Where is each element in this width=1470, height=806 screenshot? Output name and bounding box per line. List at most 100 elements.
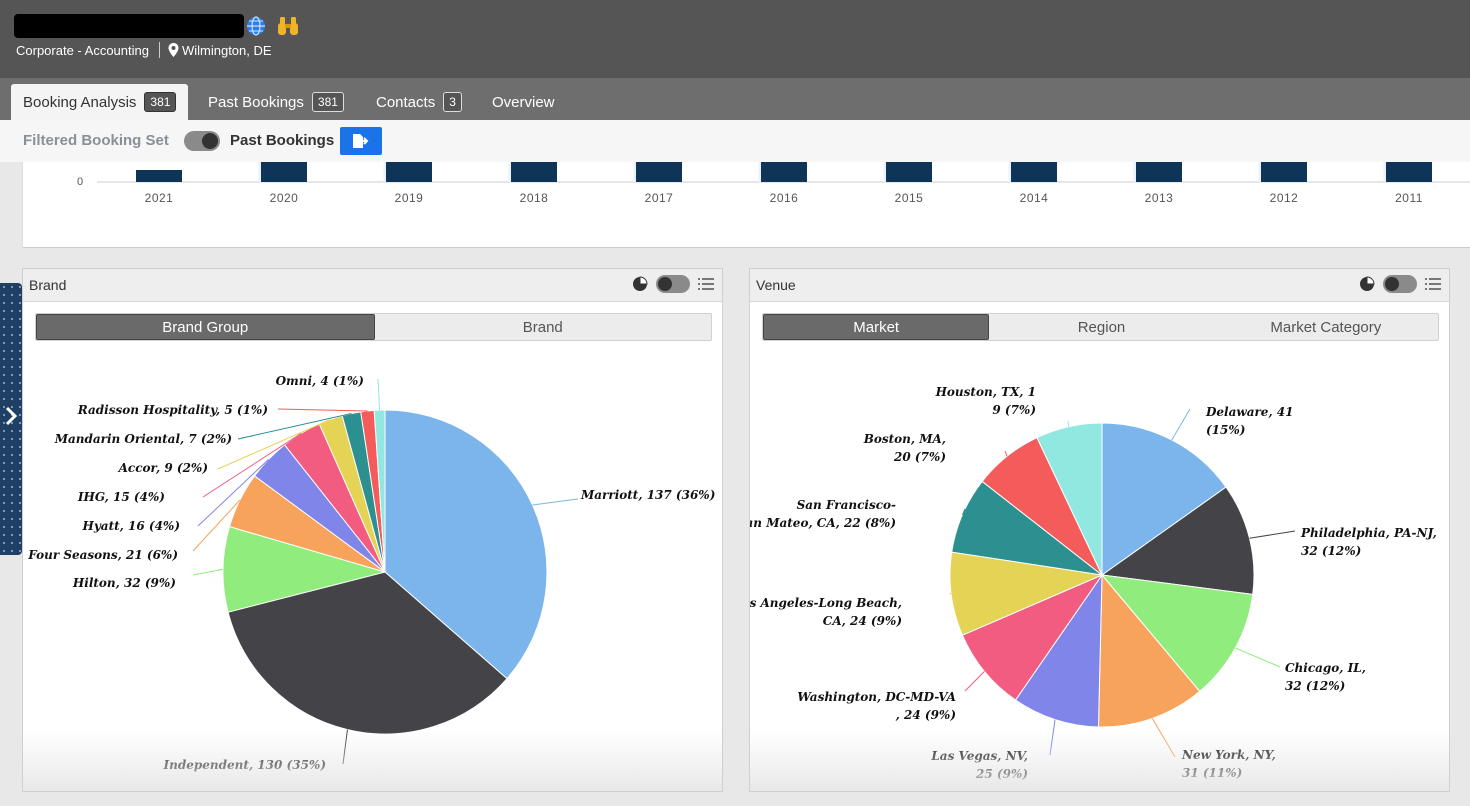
year-tick-label: 2016 <box>770 191 799 205</box>
brand-segment-control: Brand Group Brand <box>35 313 712 341</box>
pie-slice[interactable] <box>227 571 508 735</box>
year-tick-label: 2011 <box>1395 191 1423 205</box>
pie-connector <box>197 459 269 527</box>
pie-data-label: Los Angeles-Long Beach, CA, 24 (9%) <box>750 596 902 628</box>
year-tick-label: 2018 <box>520 191 549 205</box>
year-tick-label: 2020 <box>270 191 299 205</box>
count-badge: 3 <box>443 92 462 112</box>
pie-connector <box>1067 420 1070 427</box>
year-bar-2020[interactable] <box>261 162 307 182</box>
year-bar-chart-svg: 0 2021 2020 2019 2018 2017 2016 2015 2014 2013 201… <box>77 162 1470 205</box>
chart-view-toggle[interactable] <box>1383 275 1417 293</box>
company-line: Corporate - Accounting <box>16 42 149 58</box>
pie-data-label: Marriott, 137 (36%) <box>580 488 715 502</box>
segment-brand-group[interactable]: Brand Group <box>36 314 375 340</box>
segment-region[interactable]: Region <box>1077 318 1126 336</box>
zero-tick-label: 0 <box>77 176 83 188</box>
brand-panel: Brand Brand Group Brand Marriott, 137 (3… <box>22 268 723 792</box>
list-view-icon[interactable] <box>698 277 714 291</box>
pie-slice[interactable] <box>1101 422 1227 576</box>
count-badge: 381 <box>144 92 177 112</box>
pie-data-label: New York, NY, 31 (11%) <box>1181 748 1276 780</box>
year-bar-2015[interactable] <box>886 162 932 182</box>
year-bar-chart: 0 2021 2020 2019 2018 2017 2016 2015 2014 2013 201… <box>22 162 1470 248</box>
year-bar-2021[interactable] <box>136 170 182 182</box>
pie-connector <box>1235 647 1281 668</box>
pie-slice[interactable] <box>961 573 1104 701</box>
year-bar-2016[interactable] <box>761 162 807 182</box>
segment-market[interactable]: Market <box>763 314 990 340</box>
pie-connector <box>1171 408 1191 441</box>
export-icon <box>353 134 369 148</box>
year-tick-label: 2012 <box>1270 191 1299 205</box>
pie-chart-icon[interactable] <box>1359 276 1375 292</box>
pie-connector <box>532 498 579 506</box>
tab-bar: Booking Analysis 381 Past Bookings 381 C… <box>0 78 1470 120</box>
globe-icon[interactable] <box>246 16 266 36</box>
year-bar-2019[interactable] <box>386 162 432 182</box>
app-header: Corporate - Accounting Wilmington, DE <box>0 0 1470 78</box>
pie-data-label: Las Vegas, NV, 25 (9%) <box>930 749 1028 781</box>
list-view-icon[interactable] <box>1425 277 1441 291</box>
chart-view-toggle[interactable] <box>656 275 690 293</box>
year-bar-2014[interactable] <box>1011 162 1057 182</box>
tab-overview[interactable]: Overview <box>480 84 567 120</box>
pie-connector <box>192 568 224 576</box>
pie-data-label: San Francisco-San Mateo, CA, 22 (8%) <box>750 498 896 530</box>
year-tick-label: 2019 <box>395 191 424 205</box>
pie-slice[interactable] <box>1014 573 1103 728</box>
year-tick-label: 2014 <box>1020 191 1049 205</box>
pie-connector <box>192 499 241 552</box>
pie-slice[interactable] <box>384 409 548 680</box>
year-bar-2018[interactable] <box>511 162 557 182</box>
location-pin-icon <box>168 43 179 57</box>
booking-set-toggle[interactable] <box>184 131 220 151</box>
pie-connector <box>277 408 368 412</box>
year-bar-2012[interactable] <box>1261 162 1307 182</box>
pie-data-label: Boston, MA, 20 (7%) <box>863 432 946 464</box>
pie-slice[interactable] <box>1097 573 1201 728</box>
pie-data-label: Hilton, 32 (9%) <box>72 576 176 590</box>
year-bar-2013[interactable] <box>1136 162 1182 182</box>
pie-connector <box>961 508 966 515</box>
tab-past-bookings[interactable]: Past Bookings 381 <box>196 84 356 120</box>
pie-data-label: Hyatt, 16 (4%) <box>81 519 180 533</box>
pie-data-label: Radisson Hospitality, 5 (1%) <box>77 403 268 417</box>
year-bar-2017[interactable] <box>636 162 682 182</box>
pie-slice[interactable] <box>1036 422 1103 576</box>
panel-title: Venue <box>756 277 796 293</box>
side-panel-handle[interactable] <box>0 283 22 555</box>
pie-slice[interactable] <box>373 409 386 573</box>
pie-data-label: Accor, 9 (2%) <box>118 461 208 475</box>
pie-data-label: Mandarin Oriental, 7 (2%) <box>54 432 232 446</box>
pie-connector <box>377 378 381 411</box>
year-bar-2011[interactable] <box>1386 162 1432 182</box>
pie-connector <box>342 729 348 765</box>
segment-brand[interactable]: Brand <box>522 318 563 336</box>
pie-data-label: Philadelphia, PA-NJ, 32 (12%) <box>1300 526 1437 558</box>
pie-data-label: Washington, DC-MD-VA, 24 (9%) <box>797 690 956 722</box>
pie-slice[interactable] <box>949 551 1104 636</box>
segment-market-category[interactable]: Market Category <box>1270 318 1382 336</box>
export-button[interactable] <box>340 127 382 155</box>
tab-label: Past Bookings <box>208 93 304 111</box>
tab-label: Overview <box>492 93 555 111</box>
tab-label: Contacts <box>376 93 436 111</box>
year-tick-label: 2021 <box>145 191 174 205</box>
binoculars-icon[interactable] <box>276 15 300 37</box>
past-bookings-label: Past Bookings <box>230 132 335 149</box>
account-subline: Corporate - Accounting Wilmington, DE <box>16 42 272 58</box>
pie-connector <box>964 670 985 692</box>
tab-contacts[interactable]: Contacts 3 <box>364 84 474 120</box>
filter-bar: Filtered Booking Set Past Bookings <box>0 120 1470 162</box>
pie-connector <box>1049 719 1056 756</box>
panel-title: Brand <box>29 277 67 293</box>
venue-segment-control: Market Region Market Category <box>762 313 1439 341</box>
pie-chart-icon[interactable] <box>632 276 648 292</box>
pie-data-label: Omni, 4 (1%) <box>276 374 364 388</box>
pie-slice[interactable] <box>222 525 387 613</box>
pie-connector <box>1151 718 1176 758</box>
pie-data-label: Independent, 130 (35%) <box>163 758 326 772</box>
tab-booking-analysis[interactable]: Booking Analysis 381 <box>11 84 189 120</box>
